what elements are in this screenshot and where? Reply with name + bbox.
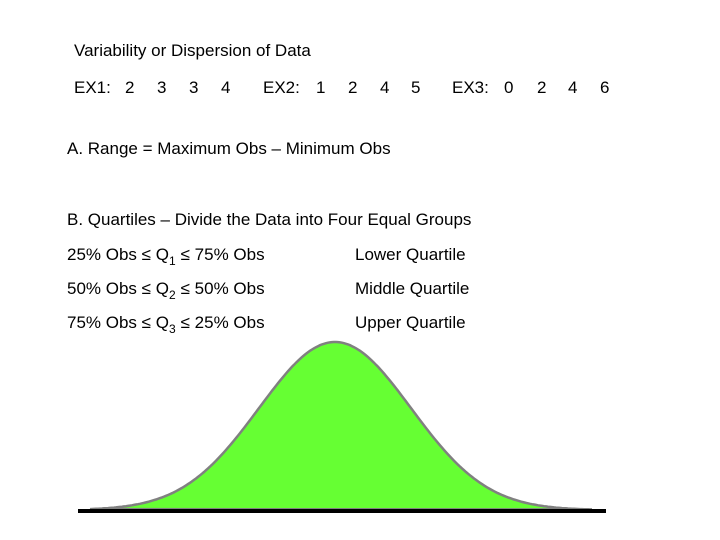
example-value: 2 — [125, 78, 134, 97]
bell-curve — [89, 340, 593, 511]
formula-start: 50% Obs ≤ Q — [67, 279, 169, 298]
range-definition: A. Range = Maximum Obs – Minimum Obs — [67, 139, 391, 158]
quartile-formula: 75% Obs ≤ Q3 ≤ 25% Obs — [67, 313, 265, 336]
example-value: 2 — [537, 78, 546, 97]
example-value: 4 — [568, 78, 577, 97]
example-value: 5 — [411, 78, 420, 97]
formula-end: ≤ 75% Obs — [181, 245, 265, 264]
example-value: 4 — [221, 78, 230, 97]
example-value: 4 — [380, 78, 389, 97]
example-label: EX3: — [452, 78, 489, 97]
example-value: 6 — [600, 78, 609, 97]
example-value: 1 — [316, 78, 325, 97]
formula-end: ≤ 50% Obs — [181, 279, 265, 298]
quartile-name: Middle Quartile — [355, 279, 469, 298]
example-value: 3 — [189, 78, 198, 97]
subscript: 3 — [169, 322, 176, 336]
example-value: 3 — [157, 78, 166, 97]
quartiles-heading: B. Quartiles – Divide the Data into Four… — [67, 210, 471, 229]
quartile-name: Upper Quartile — [355, 313, 466, 332]
formula-end: ≤ 25% Obs — [181, 313, 265, 332]
example-label: EX2: — [263, 78, 300, 97]
subscript: 2 — [169, 288, 176, 302]
quartile-formula: 25% Obs ≤ Q1 ≤ 75% Obs — [67, 245, 265, 268]
title: Variability or Dispersion of Data — [74, 41, 311, 60]
example-value: 0 — [504, 78, 513, 97]
subscript: 1 — [169, 254, 176, 268]
formula-start: 75% Obs ≤ Q — [67, 313, 169, 332]
example-label: EX1: — [74, 78, 111, 97]
formula-start: 25% Obs ≤ Q — [67, 245, 169, 264]
quartile-name: Lower Quartile — [355, 245, 466, 264]
example-value: 2 — [348, 78, 357, 97]
quartile-formula: 50% Obs ≤ Q2 ≤ 50% Obs — [67, 279, 265, 302]
